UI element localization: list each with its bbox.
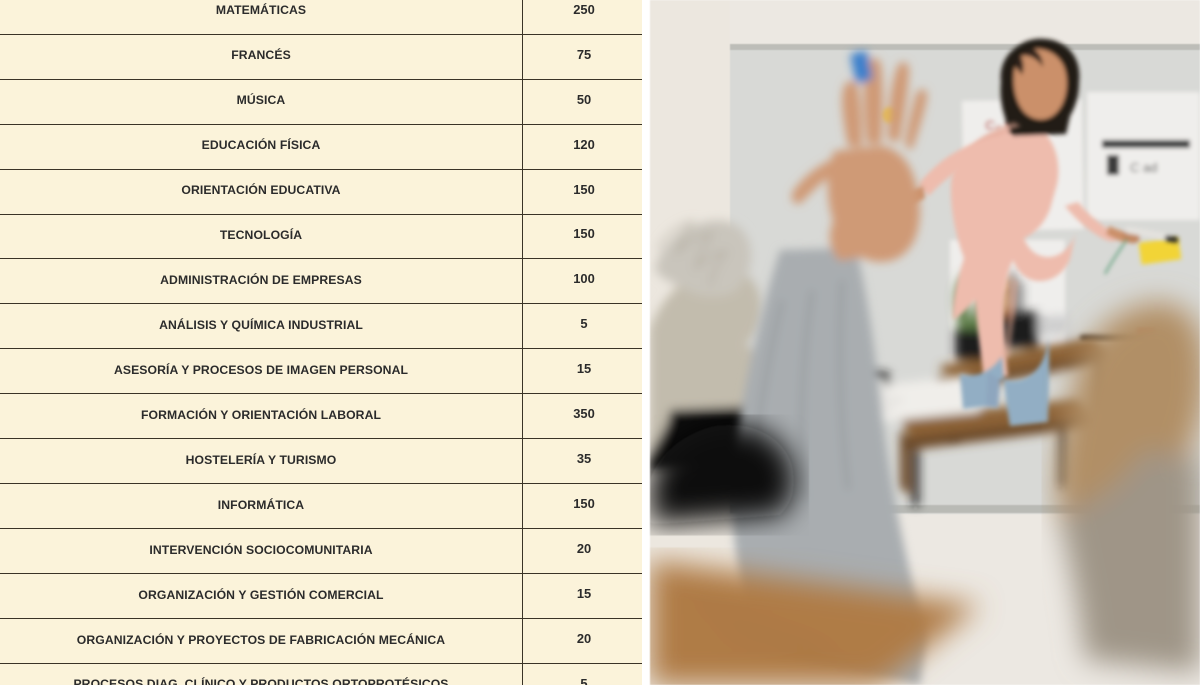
- svg-text:C ad: C ad: [1130, 160, 1157, 175]
